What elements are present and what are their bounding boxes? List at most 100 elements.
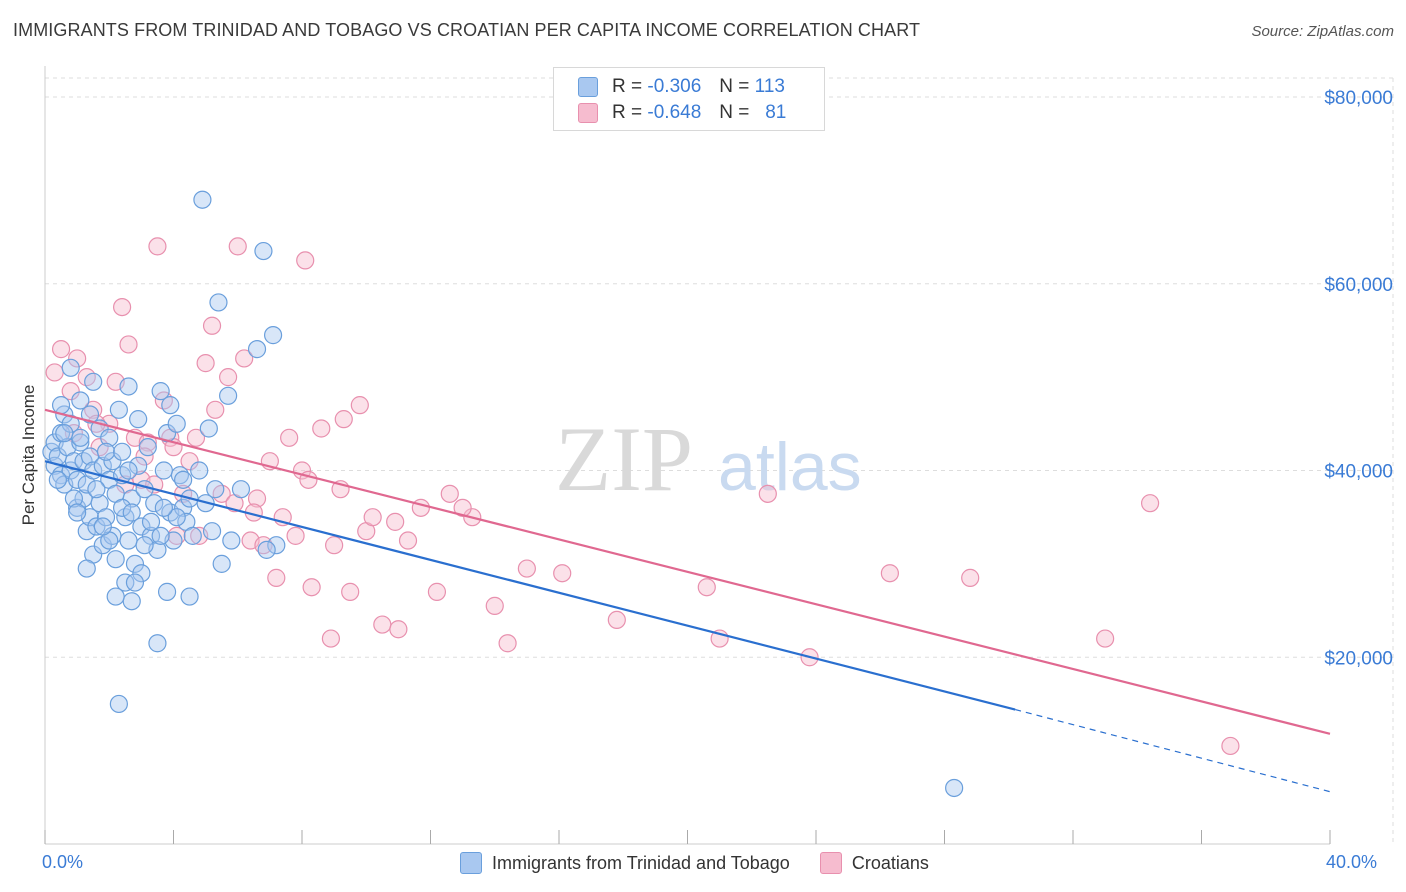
r-label: R = [612,102,643,123]
trinidad-point [112,442,132,461]
croatians-point [363,508,382,527]
trinidad-point [109,400,128,419]
trinidad-point [161,396,180,415]
croatians-point [302,578,321,597]
croatians-point [112,297,132,317]
croatians-point [247,489,267,508]
croatians-point [758,484,777,503]
croatians-point [334,410,353,429]
trinidad-point [206,480,225,499]
y-tick-label: $80,000 [1324,88,1393,109]
croatians-point [427,582,447,601]
trinidad-point [254,241,273,261]
trinidad-point [106,550,125,569]
trinidad-point [151,526,170,545]
croatians-point [350,396,369,415]
croatians-point [607,610,626,630]
trinidad-point [125,554,145,573]
trinidad-point [119,377,138,396]
series-legend: Immigrants from Trinidad and Tobago Croa… [460,852,959,874]
trinidad-point [202,522,222,541]
trinidad-point [257,540,276,559]
trinidad-point [148,634,167,653]
trinidad-point [183,526,202,545]
watermark-atlas: atlas [718,429,862,505]
legend-swatch-pink [578,103,598,123]
axes [44,66,1331,845]
trinidad-point [132,564,151,583]
croatians-point [325,536,344,555]
trinidad-point [222,531,241,550]
croatians-point [202,316,222,335]
croatians-point [1096,629,1115,648]
croatians-point [235,349,254,368]
trinidad-point [125,573,145,592]
legend-item-croatians[interactable]: Croatians [819,852,929,874]
trinidad-point [154,498,173,517]
croatians-point [961,568,980,587]
trinidad-point [199,419,218,438]
croatians-point [498,634,517,653]
trinidad-point [109,694,128,714]
legend-label: Croatians [851,852,929,873]
legend-row-trinidad: R = -0.306 N = 113 [578,75,785,99]
croatians-point [119,335,138,354]
trinidad-point [71,428,90,447]
croatians-point [296,251,315,270]
croatians-point [373,615,392,634]
n-label: N = [719,102,750,123]
trend-line-croatians [44,408,1331,735]
trinidad-point [209,293,228,312]
r-label: R = [612,76,643,97]
croatians-point [517,559,536,578]
croatians-point [1140,494,1160,513]
croatians-point [206,400,225,419]
trinidad-point [190,461,209,480]
y-tick-label: $60,000 [1324,275,1393,296]
trinidad-point [106,587,125,606]
croatians-point [389,620,408,639]
legend-swatch-blue [578,77,598,97]
correlation-legend: R = -0.306 N = 113 R = -0.648 N = 81 [553,67,825,131]
croatians-point [880,564,899,583]
legend-row-croatians: R = -0.648 N = 81 [578,101,786,125]
series-trinidad-points [42,190,964,798]
x-tick-max: 40.0% [1326,852,1378,872]
trinidad-point [71,433,90,452]
trinidad-point [132,517,151,536]
trinidad-point [96,442,116,461]
croatians-point [341,582,360,601]
croatians-point [553,564,572,583]
croatians-point [219,368,238,387]
trinidad-point [68,470,87,489]
trinidad-point [51,396,71,415]
croatians-point [411,498,430,517]
croatians-point [267,568,286,587]
legend-item-trinidad[interactable]: Immigrants from Trinidad and Tobago [460,852,790,874]
source-credit: Source: ZipAtlas.com [1251,23,1394,40]
trinidad-point [129,456,148,475]
croatians-point [61,382,80,401]
r-value: -0.648 [647,102,702,123]
croatians-point [1221,736,1240,756]
croatians-point [51,340,71,359]
croatians-point [138,433,157,452]
trinidad-point [174,498,193,517]
trinidad-point [174,470,193,489]
trinidad-point [135,536,154,555]
trinidad-point [247,340,267,359]
trinidad-point [193,190,212,209]
trinidad-point [55,424,74,443]
x-tick-min: 0.0% [42,852,84,872]
trinidad-point [231,480,251,499]
croatians-point [453,498,472,517]
croatians-point [45,363,64,382]
trinidad-point [141,512,161,531]
trinidad-point [112,498,132,517]
croatians-point [196,354,215,373]
croatians-point [228,237,247,256]
trinidad-point [87,480,106,499]
trinidad-point [84,372,103,391]
croatians-point [148,237,167,256]
